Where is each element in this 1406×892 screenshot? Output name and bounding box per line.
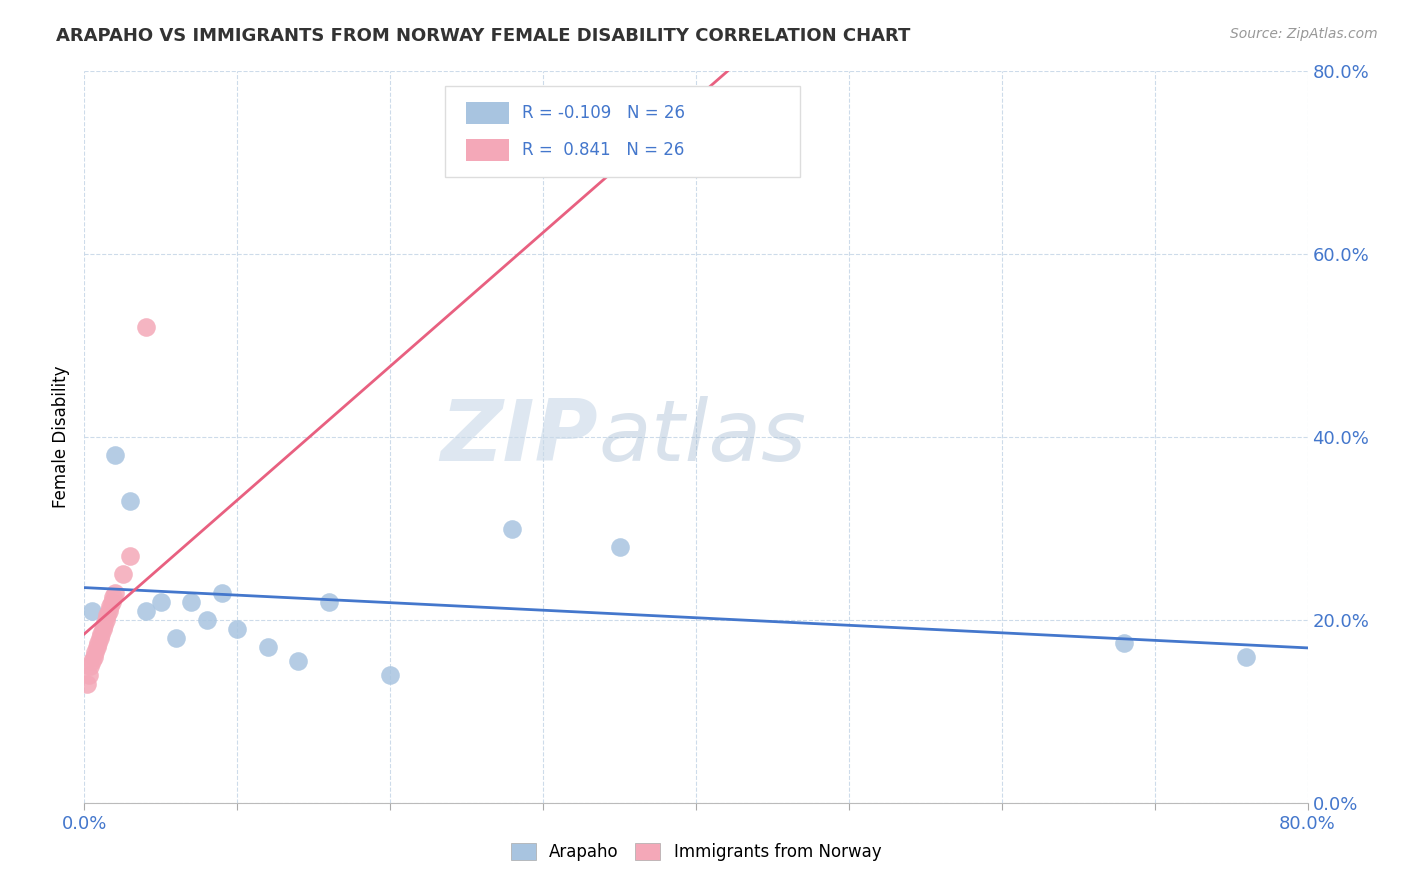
FancyBboxPatch shape	[446, 86, 800, 178]
Point	[1236, 649, 1258, 664]
Point	[180, 594, 202, 608]
Point	[111, 567, 134, 582]
Point	[149, 594, 172, 608]
Point	[96, 608, 118, 623]
Y-axis label: Female Disability: Female Disability	[52, 366, 70, 508]
Text: R = -0.109   N = 26: R = -0.109 N = 26	[522, 104, 685, 122]
Point	[97, 604, 120, 618]
Point	[101, 594, 124, 608]
Text: Source: ZipAtlas.com: Source: ZipAtlas.com	[1230, 27, 1378, 41]
Point	[80, 654, 103, 668]
Point	[120, 549, 142, 563]
Text: ZIP: ZIP	[440, 395, 598, 479]
Point	[93, 617, 115, 632]
Point	[1114, 636, 1136, 650]
Bar	[465, 138, 509, 161]
Point	[104, 448, 127, 462]
Point	[211, 585, 233, 599]
Point	[80, 604, 103, 618]
Point	[287, 654, 309, 668]
Point	[502, 521, 524, 535]
Point	[103, 590, 125, 604]
Point	[380, 667, 402, 681]
Text: R =  0.841   N = 26: R = 0.841 N = 26	[522, 141, 685, 159]
Point	[318, 594, 340, 608]
Point	[76, 677, 98, 691]
Point	[98, 599, 121, 614]
Point	[120, 494, 142, 508]
Point	[226, 622, 249, 636]
Point	[87, 636, 110, 650]
Point	[135, 604, 157, 618]
Point	[257, 640, 280, 655]
Point	[83, 649, 105, 664]
Point	[104, 585, 127, 599]
Point	[165, 632, 187, 646]
Text: ARAPAHO VS IMMIGRANTS FROM NORWAY FEMALE DISABILITY CORRELATION CHART: ARAPAHO VS IMMIGRANTS FROM NORWAY FEMALE…	[56, 27, 911, 45]
Point	[91, 622, 114, 636]
Point	[86, 640, 108, 655]
Legend: Arapaho, Immigrants from Norway: Arapaho, Immigrants from Norway	[503, 836, 889, 868]
Bar	[465, 102, 509, 124]
Point	[94, 613, 117, 627]
Point	[90, 626, 112, 640]
Text: atlas: atlas	[598, 395, 806, 479]
Point	[84, 645, 107, 659]
Point	[135, 320, 157, 334]
Point	[609, 540, 631, 554]
Point	[89, 632, 111, 646]
Point	[77, 667, 100, 681]
Point	[654, 146, 676, 161]
Point	[195, 613, 218, 627]
Point	[79, 658, 101, 673]
